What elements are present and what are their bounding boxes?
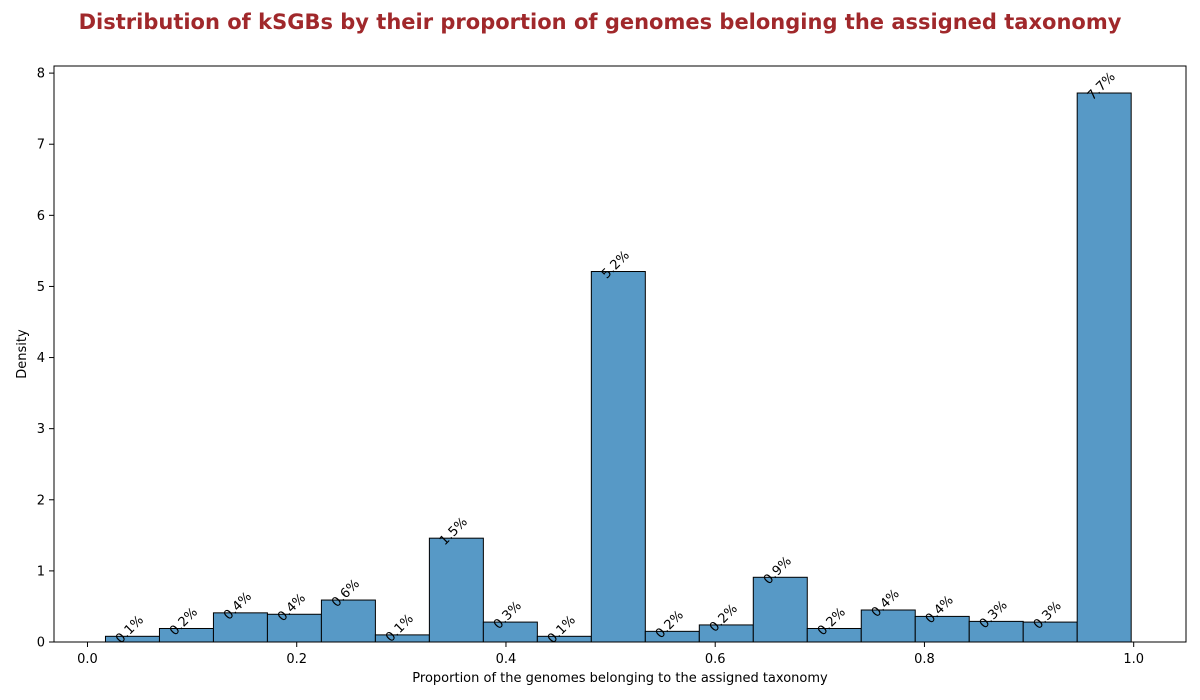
chart-title: Distribution of kSGBs by their proportio… xyxy=(78,10,1122,34)
x-tick-label: 0.6 xyxy=(705,652,726,667)
histogram-bar xyxy=(158,627,214,643)
y-tick-label: 3 xyxy=(37,422,45,437)
x-tick-label: 0.0 xyxy=(77,652,98,667)
y-tick-label: 6 xyxy=(37,209,45,224)
histogram-bar xyxy=(590,271,646,643)
histogram-bar xyxy=(320,599,376,643)
histogram-bar xyxy=(752,576,808,643)
x-tick-label: 0.2 xyxy=(286,652,307,667)
y-tick-label: 2 xyxy=(37,493,45,508)
x-tick-label: 0.4 xyxy=(496,652,517,667)
histogram-bar xyxy=(1022,621,1078,643)
y-tick-label: 0 xyxy=(37,636,45,651)
y-tick-label: 1 xyxy=(37,564,45,579)
x-tick-label: 1.0 xyxy=(1123,652,1144,667)
x-tick-label: 0.8 xyxy=(914,652,935,667)
histogram-bar xyxy=(266,613,322,643)
histogram-bar xyxy=(860,609,916,643)
x-axis-label: Proportion of the genomes belonging to t… xyxy=(412,671,828,686)
y-axis: 0 1 2 3 4 5 6 7 8 xyxy=(37,67,54,651)
histogram-bar xyxy=(806,627,862,643)
histogram-bar xyxy=(428,537,484,643)
histogram-bar xyxy=(968,620,1024,643)
plot-frame xyxy=(53,65,1187,643)
histogram-bar xyxy=(914,615,970,643)
histogram-bar xyxy=(1076,92,1132,643)
x-axis: 0.0 0.2 0.4 0.6 0.8 1.0 xyxy=(77,642,1144,667)
bars-layer xyxy=(104,92,1132,643)
y-tick-label: 5 xyxy=(37,280,45,295)
y-tick-label: 4 xyxy=(37,351,45,366)
y-tick-label: 8 xyxy=(37,67,45,82)
histogram-bar xyxy=(212,612,268,643)
histogram-bar xyxy=(698,624,754,643)
y-tick-label: 7 xyxy=(37,138,45,153)
histogram-bar xyxy=(482,621,538,643)
y-axis-label: Density xyxy=(15,329,30,379)
